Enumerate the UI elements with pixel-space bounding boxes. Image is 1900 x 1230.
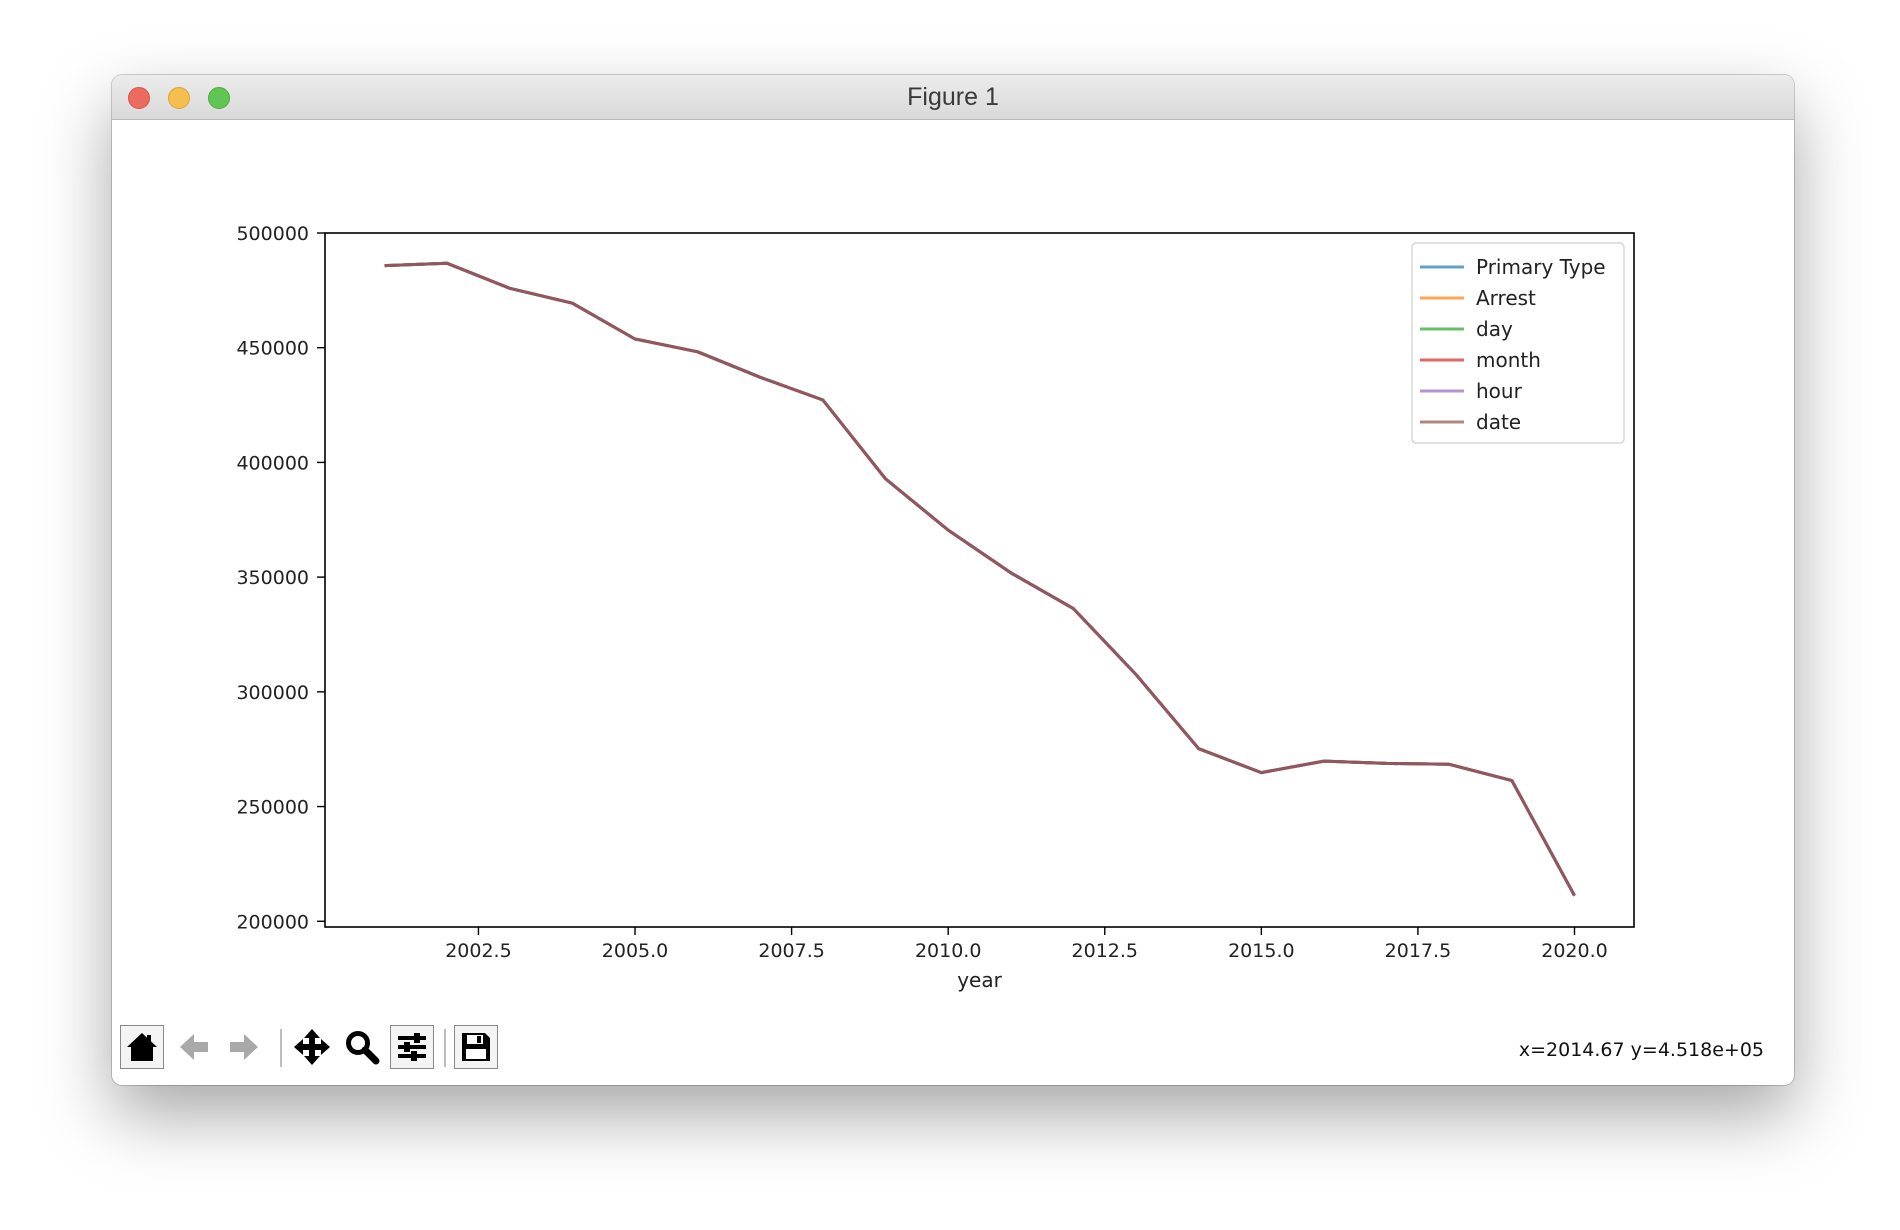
minimize-window-button[interactable]: [168, 87, 190, 109]
zoom-window-button[interactable]: [208, 87, 230, 109]
x-tick-label: 2007.5: [758, 940, 824, 962]
sliders-icon: [398, 1033, 426, 1061]
x-tick-label: 2017.5: [1385, 940, 1451, 962]
toolbar-separator: [444, 1029, 446, 1067]
window-title: Figure 1: [907, 83, 999, 111]
x-tick-label: 2002.5: [445, 940, 511, 962]
x-tick-label: 2015.0: [1228, 940, 1294, 962]
home-icon: [127, 1033, 157, 1061]
zoom-button[interactable]: [340, 1025, 384, 1069]
line-chart: 2002.5 2005.0 2007.5 2010.0 2012.5 2015.0 2017…: [236, 223, 1635, 992]
legend-label: date: [1476, 410, 1521, 434]
arrow-right-icon: [230, 1034, 258, 1060]
forward-button[interactable]: [222, 1025, 266, 1069]
arrow-left-icon: [180, 1034, 208, 1060]
legend: [1411, 242, 1625, 444]
configure-subplots-button[interactable]: [390, 1025, 434, 1069]
y-tick-label: 450000: [236, 338, 309, 360]
toolbar-separator: [280, 1029, 282, 1067]
figure-window: Figure 1 2002.5 2005.0 2007.5 2010.0 2012.5 2…: [112, 75, 1794, 1085]
back-button[interactable]: [172, 1025, 216, 1069]
cursor-coordinates: x=2014.67 y=4.518e+05: [1518, 1039, 1764, 1061]
y-tick-label: 300000: [236, 682, 309, 704]
legend-label: hour: [1476, 379, 1523, 403]
home-button[interactable]: [120, 1025, 164, 1069]
close-window-button[interactable]: [128, 87, 150, 109]
legend-label: Arrest: [1476, 286, 1536, 310]
legend-label: day: [1476, 317, 1513, 341]
legend-label: month: [1476, 348, 1541, 372]
x-tick-label: 2005.0: [602, 940, 668, 962]
y-tick-label: 400000: [236, 452, 309, 474]
magnifier-icon: [346, 1031, 380, 1065]
move-icon: [294, 1029, 330, 1065]
x-tick-label: 2012.5: [1072, 940, 1138, 962]
save-button[interactable]: [454, 1025, 498, 1069]
pan-button[interactable]: [290, 1025, 334, 1069]
x-axis-label: year: [957, 968, 1002, 992]
title-bar: Figure 1: [112, 75, 1794, 120]
y-tick-label: 500000: [236, 223, 309, 245]
y-tick-label: 250000: [236, 797, 309, 819]
y-tick-label: 200000: [236, 911, 309, 933]
y-tick-label: 350000: [236, 567, 309, 589]
legend-label: Primary Type: [1476, 255, 1606, 279]
x-tick-label: 2020.0: [1541, 940, 1607, 962]
series-line-date: [384, 261, 1576, 897]
x-tick-label: 2010.0: [915, 940, 981, 962]
floppy-disk-icon: [462, 1033, 490, 1061]
